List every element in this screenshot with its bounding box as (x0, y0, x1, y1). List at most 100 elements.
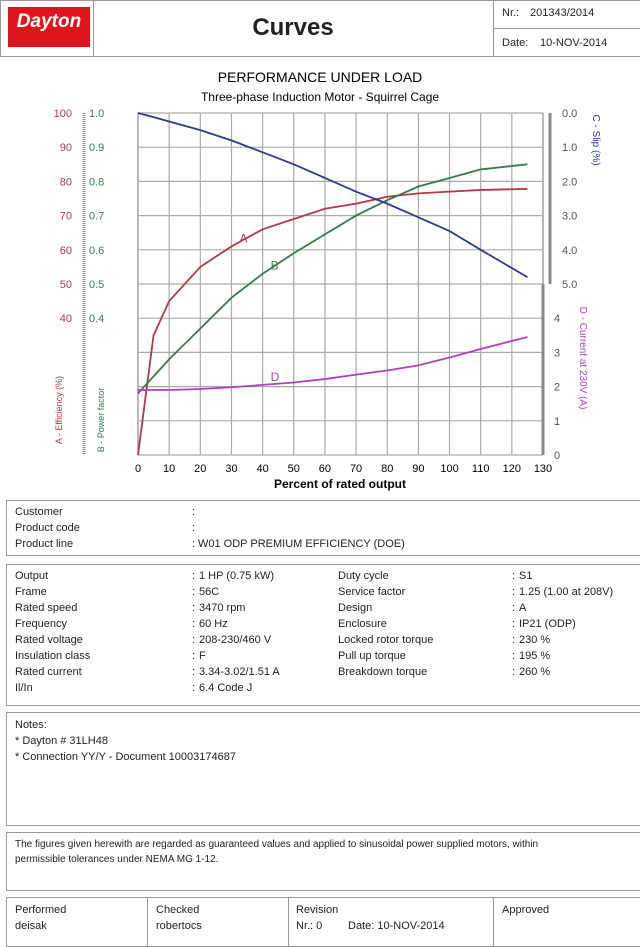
efficiency-tick-label: 80 (60, 176, 72, 188)
spec-colon: : (192, 586, 195, 598)
slip-axis-label: C - Slip (%) (590, 114, 601, 165)
checked-by: robertocs (156, 920, 202, 932)
spec-colon: : (192, 570, 195, 582)
spec-label: Rated speed (15, 602, 77, 614)
spec-label: Duty cycle (338, 570, 389, 582)
spec-value: IP21 (ODP) (519, 618, 576, 630)
spec-colon: : (192, 666, 195, 678)
spec-value: 3.34-3.02/1.51 A (199, 666, 280, 678)
series-line-c (138, 113, 527, 277)
spec-label: Locked rotor torque (338, 634, 433, 646)
series-line-b (138, 164, 527, 393)
spec-value: 260 % (519, 666, 550, 678)
series-label-d: D (271, 370, 280, 384)
revision-label: Revision (296, 904, 338, 916)
note-line: * Connection YY/Y - Document 10003174687 (15, 751, 236, 763)
x-tick-label: 80 (381, 463, 393, 475)
spec-label: Frame (15, 586, 47, 598)
spec-colon: : (192, 650, 195, 662)
efficiency-tick-label: 60 (60, 245, 72, 257)
slip-tick-label: 5.0 (562, 279, 577, 291)
customer-field-label: Product code (15, 522, 80, 534)
spec-value: A (519, 602, 526, 614)
x-tick-label: 130 (534, 463, 552, 475)
slip-tick-label: 0.0 (562, 108, 577, 120)
current-tick-label: 4 (554, 313, 560, 325)
series-label-b: B (271, 259, 279, 273)
power-factor-tick-label: 0.8 (89, 176, 104, 188)
customer-field-colon: : (192, 522, 195, 534)
spec-label: Service factor (338, 586, 405, 598)
performed-label: Performed (15, 904, 66, 916)
current-tick-label: 3 (554, 347, 560, 359)
customer-field-colon: : (192, 538, 195, 550)
notes-title: Notes: (15, 719, 47, 731)
customer-field-label: Customer (15, 506, 63, 518)
spec-label: Rated voltage (15, 634, 83, 646)
slip-tick-label: 3.0 (562, 211, 577, 223)
spec-label: Enclosure (338, 618, 387, 630)
spec-label: Insulation class (15, 650, 90, 662)
spec-value: 6.4 Code J (199, 682, 252, 694)
x-tick-label: 50 (288, 463, 300, 475)
spec-colon: : (512, 618, 515, 630)
spec-value: 60 Hz (199, 618, 228, 630)
spec-value: 230 % (519, 634, 550, 646)
spec-colon: : (512, 650, 515, 662)
spec-value: 195 % (519, 650, 550, 662)
spec-value: 1.25 (1.00 at 208V) (519, 586, 613, 598)
performed-by: deisak (15, 920, 47, 932)
spec-colon: : (192, 634, 195, 646)
note-line: * Dayton # 31LH48 (15, 735, 108, 747)
slip-tick-label: 4.0 (562, 245, 577, 257)
power-factor-tick-label: 0.4 (89, 313, 104, 325)
disclaimer-line: The figures given herewith are regarded … (15, 839, 538, 850)
slip-tick-label: 1.0 (562, 142, 577, 154)
x-tick-label: 40 (256, 463, 268, 475)
efficiency-tick-label: 90 (60, 142, 72, 154)
spec-colon: : (512, 602, 515, 614)
power-factor-axis-label: B - Power factor (96, 388, 106, 453)
customer-field-colon: : (192, 506, 195, 518)
power-factor-tick-label: 0.5 (89, 279, 104, 291)
efficiency-tick-label: 50 (60, 279, 72, 291)
customer-field-value: W01 ODP PREMIUM EFFICIENCY (DOE) (198, 538, 405, 550)
power-factor-tick-label: 1.0 (89, 108, 104, 120)
spec-value: 3470 rpm (199, 602, 245, 614)
notes-box (6, 712, 640, 826)
x-axis-label: Percent of rated output (274, 477, 406, 491)
x-tick-label: 0 (135, 463, 141, 475)
x-tick-label: 10 (163, 463, 175, 475)
spec-label: Il/In (15, 682, 33, 694)
spec-colon: : (512, 586, 515, 598)
spec-colon: : (192, 618, 195, 630)
current-axis-label: D - Current at 230V (A) (577, 307, 588, 410)
spec-value: F (199, 650, 206, 662)
current-tick-label: 1 (554, 416, 560, 428)
spec-colon: : (512, 570, 515, 582)
spec-value: 1 HP (0.75 kW) (199, 570, 274, 582)
efficiency-tick-label: 100 (54, 108, 72, 120)
spec-value: S1 (519, 570, 532, 582)
spec-label: Breakdown torque (338, 666, 427, 678)
efficiency-tick-label: 40 (60, 313, 72, 325)
spec-label: Frequency (15, 618, 67, 630)
spec-label: Design (338, 602, 372, 614)
checked-label: Checked (156, 904, 199, 916)
x-tick-label: 60 (319, 463, 331, 475)
customer-field-label: Product line (15, 538, 73, 550)
x-tick-label: 90 (412, 463, 424, 475)
chart-title: PERFORMANCE UNDER LOAD (218, 69, 423, 85)
disclaimer-line: permissible tolerances under NEMA MG 1-1… (15, 854, 218, 865)
efficiency-tick-label: 70 (60, 211, 72, 223)
spec-label: Rated current (15, 666, 82, 678)
x-tick-label: 20 (194, 463, 206, 475)
spec-colon: : (192, 602, 195, 614)
x-tick-label: 110 (472, 463, 490, 475)
current-tick-label: 0 (554, 450, 560, 462)
slip-tick-label: 2.0 (562, 176, 577, 188)
approved-label: Approved (502, 904, 549, 916)
spec-label: Output (15, 570, 48, 582)
x-tick-label: 30 (225, 463, 237, 475)
